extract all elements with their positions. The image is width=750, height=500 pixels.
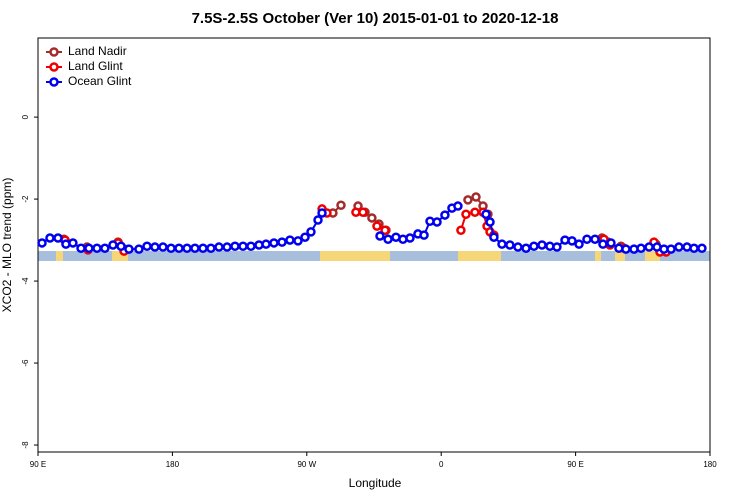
point bbox=[574, 239, 584, 249]
point bbox=[405, 233, 415, 243]
point bbox=[306, 227, 316, 237]
chart-title: 7.5S-2.5S October (Ver 10) 2015-01-01 to… bbox=[192, 10, 559, 27]
point bbox=[567, 236, 577, 246]
point bbox=[440, 210, 450, 220]
point bbox=[269, 238, 279, 248]
point bbox=[367, 213, 377, 223]
point bbox=[537, 240, 547, 250]
point bbox=[182, 243, 192, 254]
point bbox=[246, 241, 256, 251]
point bbox=[471, 192, 481, 202]
point bbox=[505, 240, 515, 250]
point bbox=[383, 234, 393, 245]
point bbox=[150, 242, 160, 252]
point bbox=[463, 195, 473, 205]
point bbox=[100, 243, 110, 254]
legend-swatch bbox=[49, 47, 59, 57]
point bbox=[190, 243, 200, 254]
point bbox=[124, 244, 134, 254]
point bbox=[198, 243, 208, 254]
point bbox=[92, 243, 102, 254]
point bbox=[142, 241, 152, 251]
point bbox=[636, 243, 646, 254]
point bbox=[666, 244, 676, 254]
x-tick-label: 180 bbox=[166, 460, 180, 469]
point bbox=[621, 244, 631, 254]
point bbox=[45, 233, 55, 243]
point bbox=[598, 239, 608, 249]
point bbox=[108, 240, 118, 250]
x-tick-label: 0 bbox=[439, 460, 444, 469]
y-tick-label: -8 bbox=[21, 441, 30, 449]
point bbox=[380, 225, 390, 235]
x-tick-label: 90 W bbox=[297, 460, 316, 469]
map-strip bbox=[38, 251, 710, 261]
point bbox=[222, 242, 232, 252]
point bbox=[606, 238, 616, 248]
point bbox=[481, 209, 491, 220]
x-tick-label: 180 bbox=[703, 460, 717, 469]
point bbox=[158, 242, 168, 252]
legend-label: Ocean Glint bbox=[68, 74, 132, 88]
point bbox=[300, 232, 310, 242]
y-tick-label: -6 bbox=[21, 359, 30, 367]
point bbox=[293, 236, 303, 246]
point bbox=[84, 243, 94, 254]
point bbox=[372, 221, 382, 231]
legend-label: Land Glint bbox=[68, 59, 123, 73]
point bbox=[521, 243, 531, 254]
point bbox=[489, 232, 499, 242]
point bbox=[134, 244, 144, 254]
point bbox=[689, 243, 699, 254]
point bbox=[76, 243, 86, 254]
point bbox=[470, 207, 480, 217]
point bbox=[277, 237, 287, 247]
point bbox=[582, 234, 592, 245]
point bbox=[485, 217, 495, 227]
point bbox=[513, 242, 523, 252]
x-tick-label: 90 E bbox=[567, 460, 583, 469]
point bbox=[53, 233, 63, 243]
x-tick-label: 90 E bbox=[30, 460, 46, 469]
point bbox=[432, 217, 442, 227]
point bbox=[313, 215, 323, 225]
point bbox=[590, 234, 600, 245]
point bbox=[68, 238, 78, 248]
point bbox=[453, 201, 463, 211]
point bbox=[206, 243, 216, 254]
legend-label: Land Nadir bbox=[68, 44, 127, 58]
y-tick-label: -4 bbox=[21, 277, 30, 285]
point bbox=[214, 242, 224, 252]
point bbox=[375, 231, 385, 241]
point bbox=[529, 241, 539, 251]
point bbox=[336, 200, 346, 210]
y-axis-label: XCO2 - MLO trend (ppm) bbox=[0, 178, 14, 313]
point bbox=[261, 239, 271, 249]
point bbox=[238, 241, 248, 251]
point bbox=[456, 225, 466, 235]
point bbox=[230, 241, 240, 251]
point bbox=[174, 243, 184, 254]
point bbox=[644, 242, 654, 252]
point bbox=[461, 209, 471, 220]
x-axis-label: Longitude bbox=[349, 476, 402, 490]
y-tick-label: 0 bbox=[21, 114, 30, 119]
point bbox=[497, 239, 507, 249]
point bbox=[674, 242, 684, 252]
point bbox=[419, 230, 429, 240]
point bbox=[697, 243, 707, 254]
legend-swatch bbox=[49, 77, 59, 87]
point bbox=[317, 208, 327, 218]
point bbox=[358, 207, 368, 217]
point bbox=[116, 241, 126, 251]
point bbox=[552, 242, 562, 252]
point bbox=[166, 243, 176, 254]
legend-swatch bbox=[49, 62, 59, 72]
point bbox=[285, 235, 295, 245]
point bbox=[37, 238, 47, 248]
y-tick-label: -2 bbox=[21, 195, 30, 203]
